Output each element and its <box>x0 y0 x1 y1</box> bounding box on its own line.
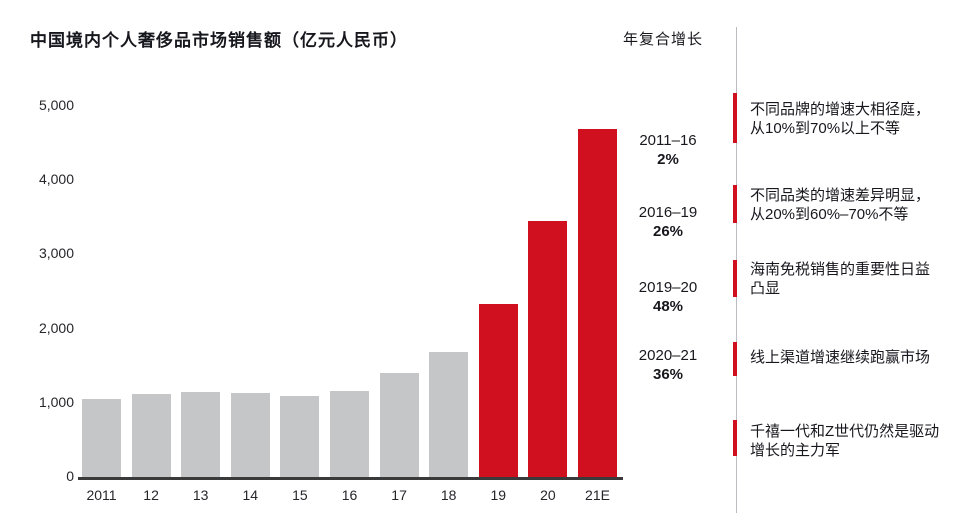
annotation-tick <box>733 342 737 376</box>
x-tick-label-21E: 21E <box>585 487 610 503</box>
annotation-text: 线上渠道增速继续跑赢市场 <box>750 348 950 367</box>
annotation-tick <box>733 185 737 223</box>
bar-17 <box>379 372 419 478</box>
cagr-rate: 48% <box>652 298 684 315</box>
x-tick-label-13: 13 <box>192 487 209 503</box>
cagr-item-2020–21: 2020–21 36% <box>618 346 718 384</box>
bar-15 <box>280 396 320 478</box>
x-tick-label-14: 14 <box>242 487 259 503</box>
cagr-item-2016–19: 2016–19 26% <box>618 203 718 241</box>
bar-20 <box>528 221 568 478</box>
x-tick-label-2011: 2011 <box>86 487 117 503</box>
x-tick-label-19: 19 <box>490 487 507 503</box>
annotation-text: 海南免税销售的重要性日益 凸显 <box>750 260 950 298</box>
bar-chart-plot <box>82 107 622 478</box>
annotation-line: 从10%到70%以上不等 <box>750 120 901 137</box>
annotation-line: 凸显 <box>750 280 781 297</box>
annotation-line: 从20%到60%–70%不等 <box>750 206 909 223</box>
bar-14 <box>230 393 270 478</box>
annotation-text: 不同品牌的增速大相径庭， 从10%到70%以上不等 <box>750 100 950 138</box>
x-axis-line <box>78 477 623 480</box>
cagr-period: 2020–21 <box>638 347 698 364</box>
annotation-tick <box>733 260 737 297</box>
bar-19 <box>478 304 518 478</box>
cagr-period: 2011–16 <box>639 132 697 149</box>
annotation-text: 千禧一代和Z世代仍然是驱动 增长的主力军 <box>750 422 950 460</box>
x-tick-label-18: 18 <box>440 487 457 503</box>
annotation-line: 不同品牌的增速大相径庭， <box>750 101 931 118</box>
y-tick-label: 0 <box>66 468 74 484</box>
annotation-line: 不同品类的增速差异明显， <box>750 187 931 204</box>
bar-16 <box>330 391 369 478</box>
cagr-rate: 36% <box>652 366 684 383</box>
cagr-item-2019–20: 2019–20 48% <box>618 278 718 316</box>
annotation-line: 海南免税销售的重要性日益 <box>750 261 931 278</box>
annotation-line: 线上渠道增速继续跑赢市场 <box>750 349 931 366</box>
bar-21E <box>578 128 617 478</box>
annotation-tick <box>733 93 737 143</box>
cagr-period: 2016–19 <box>638 204 698 221</box>
annotation-tick <box>733 420 737 456</box>
bar-18 <box>429 351 469 478</box>
bar-13 <box>181 391 221 478</box>
x-tick-label-17: 17 <box>391 487 407 503</box>
y-tick-label: 5,000 <box>38 97 74 113</box>
cagr-rate: 2% <box>657 151 679 168</box>
x-tick-label-15: 15 <box>292 487 308 503</box>
x-tick-label-12: 12 <box>143 487 159 503</box>
y-tick-label: 3,000 <box>38 245 74 262</box>
y-tick-label: 4,000 <box>38 171 74 188</box>
annotation-line: 千禧一代和Z世代仍然是驱动 <box>750 423 940 440</box>
bar-12 <box>131 394 171 478</box>
cagr-period: 2019–20 <box>638 279 698 296</box>
y-tick-label: 2,000 <box>38 319 74 336</box>
x-tick-label-16: 16 <box>341 487 358 503</box>
cagr-column-title: 年复合增长 <box>623 31 704 48</box>
y-tick-label: 1,000 <box>38 393 74 410</box>
annotation-text: 不同品类的增速差异明显， 从20%到60%–70%不等 <box>750 186 950 224</box>
annotation-line: 增长的主力军 <box>750 442 841 459</box>
bar-2011 <box>82 399 121 478</box>
cagr-item-2011–16: 2011–16 2% <box>618 131 718 169</box>
x-tick-label-20: 20 <box>540 487 556 503</box>
cagr-rate: 26% <box>652 223 684 240</box>
chart-title: 中国境内个人奢侈品市场销售额（亿元人民币） <box>30 31 408 50</box>
